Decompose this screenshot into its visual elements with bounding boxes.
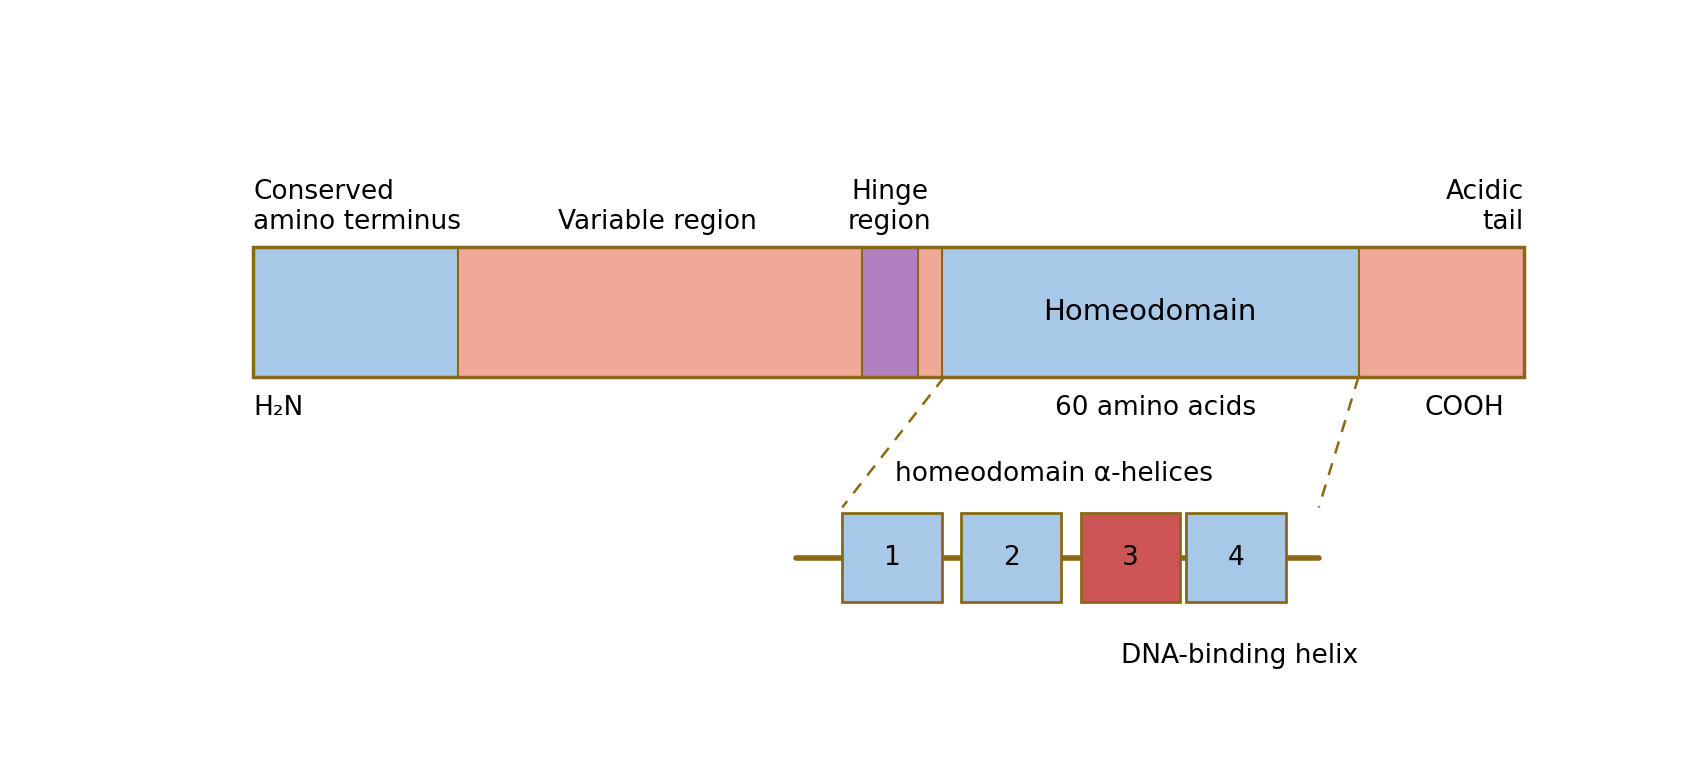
Bar [1186, 514, 1285, 602]
Bar [1081, 514, 1180, 602]
Bar [941, 246, 1357, 377]
Text: Variable region: Variable region [556, 209, 756, 235]
Text: H₂N: H₂N [253, 395, 304, 420]
Bar [862, 246, 917, 377]
Text: Hinge
region: Hinge region [848, 179, 932, 235]
Text: DNA-binding helix: DNA-binding helix [1120, 643, 1357, 668]
Text: Acidic
tail: Acidic tail [1444, 179, 1523, 235]
Text: Homeodomain: Homeodomain [1043, 298, 1256, 326]
Bar [917, 246, 941, 377]
Text: 3: 3 [1121, 545, 1139, 571]
Bar [842, 514, 941, 602]
Text: homeodomain α-helices: homeodomain α-helices [894, 460, 1212, 487]
Bar [253, 246, 457, 377]
Text: 2: 2 [1002, 545, 1019, 571]
Text: 60 amino acids: 60 amino acids [1055, 395, 1256, 420]
Bar [253, 246, 1523, 377]
Text: COOH: COOH [1424, 395, 1504, 420]
Bar [1357, 246, 1523, 377]
Bar [457, 246, 862, 377]
Text: Conserved
amino terminus: Conserved amino terminus [253, 179, 461, 235]
Text: 4: 4 [1227, 545, 1244, 571]
Bar [961, 514, 1060, 602]
Text: 1: 1 [883, 545, 900, 571]
